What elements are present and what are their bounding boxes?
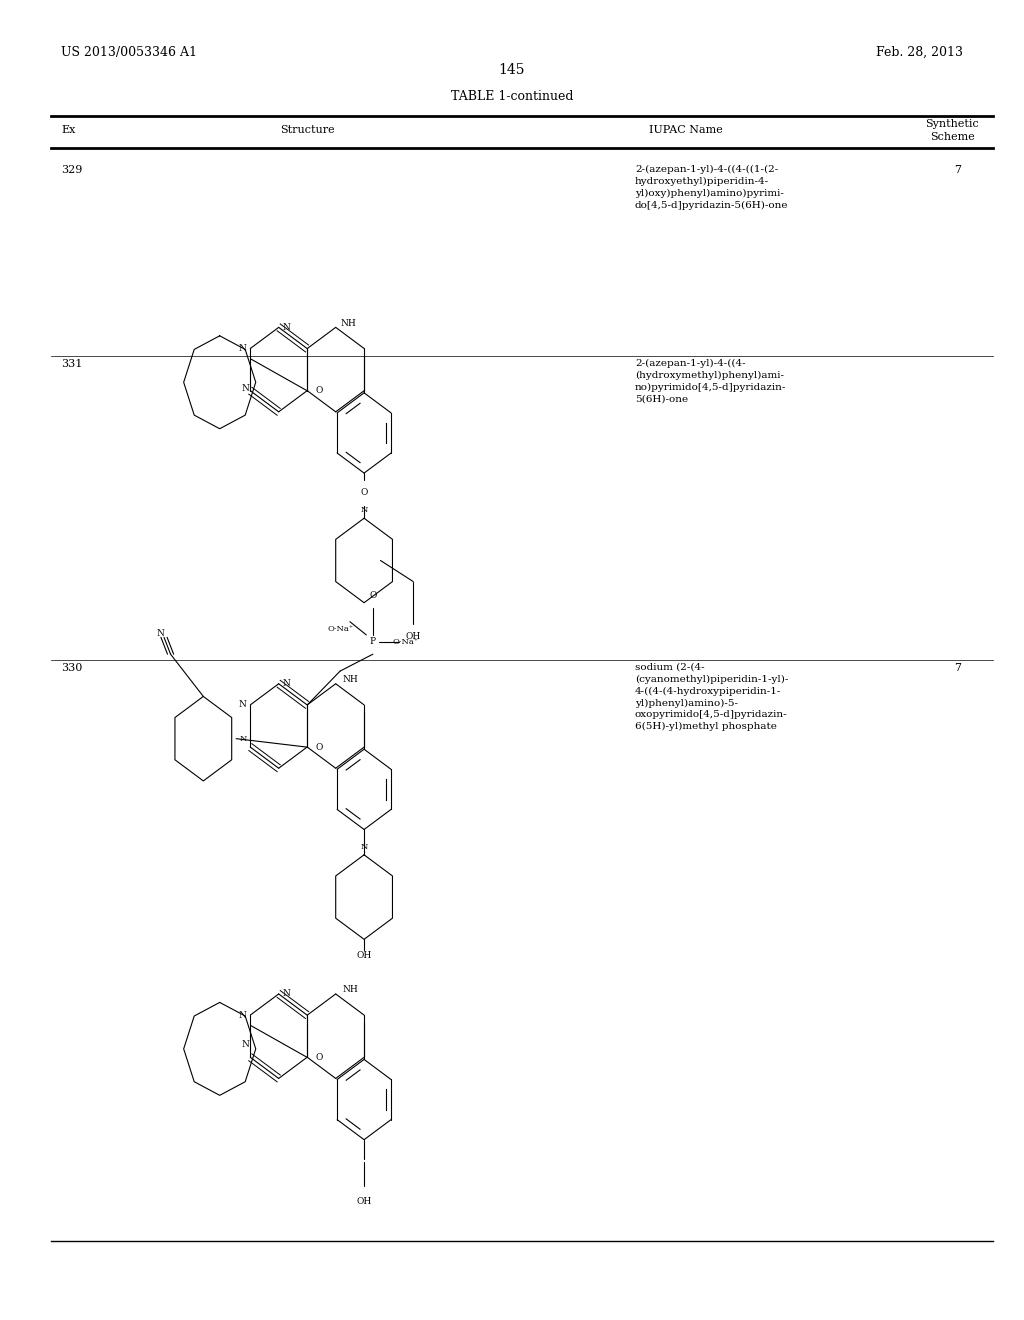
Text: IUPAC Name: IUPAC Name xyxy=(649,125,723,136)
Text: 329: 329 xyxy=(61,165,83,176)
Text: N: N xyxy=(283,680,291,688)
Text: NH: NH xyxy=(342,986,358,994)
Text: NH: NH xyxy=(342,676,358,684)
Text: OH: OH xyxy=(356,950,372,960)
Text: O: O xyxy=(316,1053,324,1061)
Text: Scheme: Scheme xyxy=(930,132,975,143)
Text: O·Na⁺: O·Na⁺ xyxy=(327,624,353,632)
Text: NH: NH xyxy=(340,319,356,327)
Text: N: N xyxy=(242,384,249,392)
Text: O: O xyxy=(316,743,324,751)
Text: N: N xyxy=(239,701,246,709)
Text: N: N xyxy=(241,1040,249,1049)
Text: N: N xyxy=(283,323,291,331)
Text: Synthetic: Synthetic xyxy=(926,119,979,129)
Text: O: O xyxy=(370,590,377,599)
Text: N: N xyxy=(360,843,368,851)
Text: N: N xyxy=(360,507,368,515)
Text: N: N xyxy=(239,1011,246,1019)
Text: N: N xyxy=(283,990,291,998)
Text: sodium (2-(4-
(cyanomethyl)piperidin-1-yl)-
4-((4-(4-hydroxypiperidin-1-
yl)phen: sodium (2-(4- (cyanomethyl)piperidin-1-y… xyxy=(635,663,788,731)
Text: O: O xyxy=(316,387,324,395)
Text: N: N xyxy=(157,628,165,638)
Text: 330: 330 xyxy=(61,663,83,673)
Text: O: O xyxy=(360,488,368,498)
Text: OH: OH xyxy=(356,1197,372,1206)
Text: Feb. 28, 2013: Feb. 28, 2013 xyxy=(876,46,963,59)
Text: US 2013/0053346 A1: US 2013/0053346 A1 xyxy=(61,46,198,59)
Text: OH: OH xyxy=(406,632,421,642)
Text: 145: 145 xyxy=(499,63,525,78)
Text: TABLE 1-continued: TABLE 1-continued xyxy=(451,90,573,103)
Text: 331: 331 xyxy=(61,359,83,370)
Text: 2-(azepan-1-yl)-4-((4-((1-(2-
hydroxyethyl)piperidin-4-
yl)oxy)phenyl)amino)pyri: 2-(azepan-1-yl)-4-((4-((1-(2- hydroxyeth… xyxy=(635,165,788,210)
Text: O·Na⁺: O·Na⁺ xyxy=(392,638,419,645)
Text: N: N xyxy=(239,345,246,352)
Text: N: N xyxy=(240,735,247,743)
Text: Structure: Structure xyxy=(280,125,335,136)
Text: 7: 7 xyxy=(954,663,961,673)
Text: 7: 7 xyxy=(954,165,961,176)
Text: 2-(azepan-1-yl)-4-((4-
(hydroxymethyl)phenyl)ami-
no)pyrimido[4,5-d]pyridazin-
5: 2-(azepan-1-yl)-4-((4- (hydroxymethyl)ph… xyxy=(635,359,786,404)
Text: P: P xyxy=(370,638,376,645)
Text: Ex: Ex xyxy=(61,125,76,136)
